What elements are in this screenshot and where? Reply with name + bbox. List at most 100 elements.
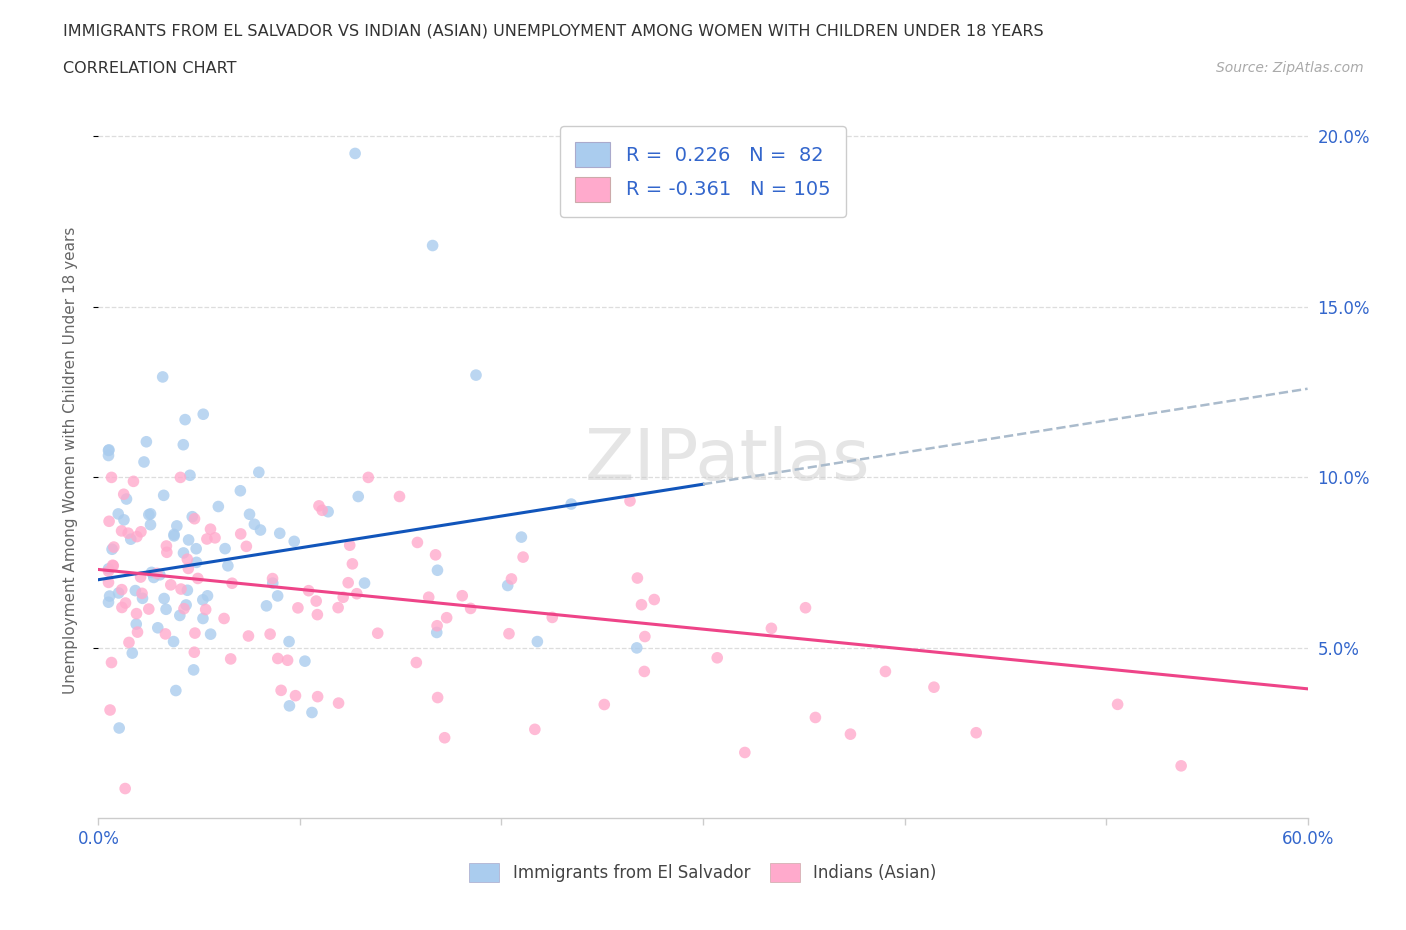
- Text: ZIPatlas: ZIPatlas: [585, 426, 870, 495]
- Point: [247, 465, 270, 480]
- Point: [159, 578, 181, 592]
- Point: [169, 470, 191, 485]
- Point: [191, 592, 214, 607]
- Text: IMMIGRANTS FROM EL SALVADOR VS INDIAN (ASIAN) UNEMPLOYMENT AMONG WOMEN WITH CHIL: IMMIGRANTS FROM EL SALVADOR VS INDIAN (A…: [63, 23, 1043, 38]
- Point: [965, 725, 987, 740]
- Point: [388, 489, 411, 504]
- Point: [347, 489, 370, 504]
- Text: Source: ZipAtlas.com: Source: ZipAtlas.com: [1216, 61, 1364, 75]
- Point: [127, 625, 149, 640]
- Point: [124, 583, 146, 598]
- Point: [103, 539, 125, 554]
- Point: [184, 626, 207, 641]
- Legend: R =  0.226   N =  82, R = -0.361   N = 105: R = 0.226 N = 82, R = -0.361 N = 105: [560, 126, 846, 217]
- Point: [125, 529, 148, 544]
- Point: [129, 525, 152, 539]
- Point: [177, 533, 200, 548]
- Point: [177, 561, 200, 576]
- Point: [129, 570, 152, 585]
- Point: [170, 581, 193, 596]
- Point: [138, 602, 160, 617]
- Point: [156, 545, 179, 560]
- Point: [219, 652, 242, 667]
- Point: [353, 576, 375, 591]
- Point: [277, 653, 299, 668]
- Point: [706, 650, 728, 665]
- Point: [630, 597, 652, 612]
- Point: [162, 634, 184, 649]
- Point: [98, 514, 121, 529]
- Point: [451, 589, 474, 604]
- Point: [186, 541, 208, 556]
- Point: [626, 571, 648, 586]
- Point: [97, 575, 120, 590]
- Point: [256, 598, 278, 613]
- Point: [191, 611, 214, 626]
- Point: [307, 689, 329, 704]
- Point: [426, 618, 449, 633]
- Point: [122, 474, 145, 489]
- Point: [172, 437, 194, 452]
- Point: [100, 470, 122, 485]
- Point: [433, 730, 456, 745]
- Point: [465, 367, 488, 382]
- Point: [139, 506, 162, 521]
- Point: [117, 525, 139, 540]
- Point: [146, 620, 169, 635]
- Point: [238, 629, 260, 644]
- Point: [307, 607, 329, 622]
- Point: [112, 486, 135, 501]
- Point: [436, 610, 458, 625]
- Point: [103, 558, 125, 573]
- Point: [804, 710, 827, 724]
- Point: [155, 627, 177, 642]
- Point: [183, 644, 205, 659]
- Point: [262, 571, 284, 586]
- Point: [875, 664, 897, 679]
- Point: [633, 664, 655, 679]
- Point: [193, 406, 215, 421]
- Point: [194, 602, 217, 617]
- Point: [217, 558, 239, 573]
- Point: [152, 488, 174, 503]
- Point: [426, 690, 449, 705]
- Point: [197, 589, 219, 604]
- Point: [204, 530, 226, 545]
- Point: [114, 595, 136, 610]
- Point: [200, 522, 222, 537]
- Point: [214, 541, 236, 556]
- Point: [163, 527, 186, 542]
- Point: [200, 627, 222, 642]
- Point: [346, 586, 368, 601]
- Point: [278, 698, 301, 713]
- Point: [169, 608, 191, 623]
- Point: [98, 589, 121, 604]
- Point: [98, 702, 121, 717]
- Point: [107, 507, 129, 522]
- Point: [101, 542, 124, 557]
- Point: [125, 606, 148, 621]
- Point: [643, 592, 665, 607]
- Point: [761, 621, 783, 636]
- Point: [243, 517, 266, 532]
- Point: [181, 510, 204, 525]
- Point: [337, 576, 360, 591]
- Point: [153, 591, 176, 606]
- Point: [212, 611, 235, 626]
- Point: [114, 781, 136, 796]
- Point: [418, 590, 440, 604]
- Point: [97, 448, 120, 463]
- Point: [342, 556, 364, 571]
- Point: [510, 530, 533, 545]
- Point: [115, 492, 138, 507]
- Point: [195, 532, 218, 547]
- Point: [328, 696, 350, 711]
- Point: [269, 525, 291, 540]
- Point: [141, 565, 163, 579]
- Point: [107, 586, 129, 601]
- Point: [125, 617, 148, 631]
- Point: [187, 571, 209, 586]
- Point: [422, 238, 444, 253]
- Point: [97, 595, 120, 610]
- Point: [287, 601, 309, 616]
